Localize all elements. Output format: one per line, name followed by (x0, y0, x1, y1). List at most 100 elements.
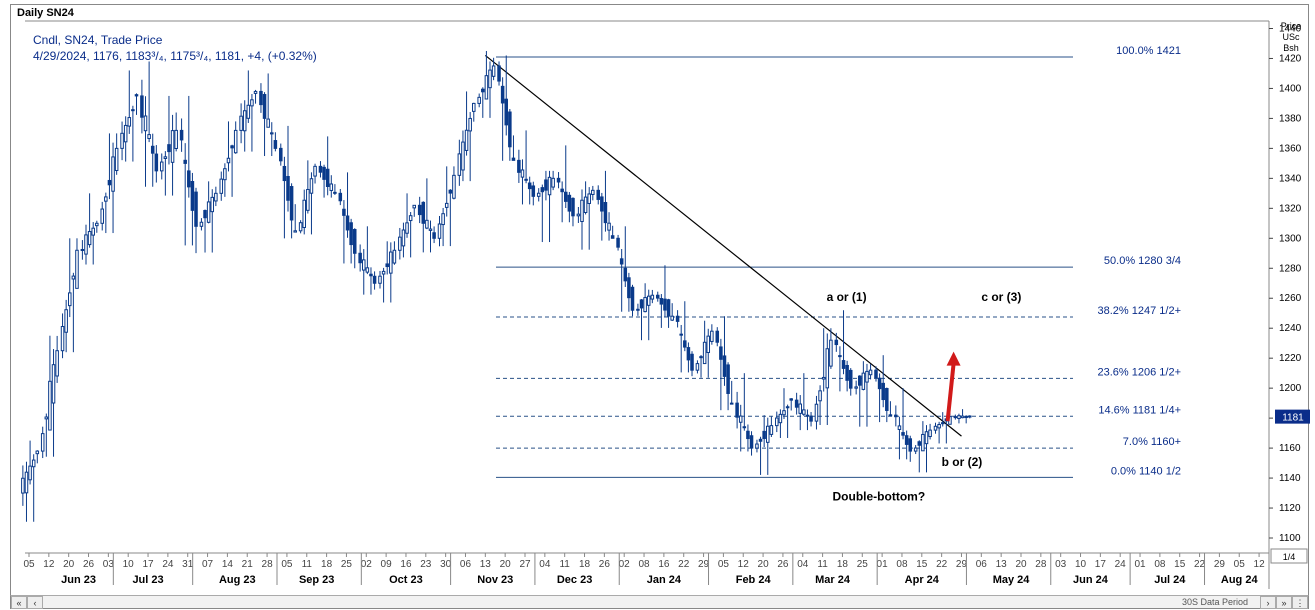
candle-body[interactable] (803, 410, 806, 414)
candle-body[interactable] (730, 403, 733, 404)
candle-body[interactable] (231, 146, 234, 148)
candle-body[interactable] (429, 229, 432, 230)
candle-body[interactable] (343, 209, 346, 215)
candle-body[interactable] (362, 260, 365, 270)
candle-body[interactable] (835, 340, 838, 344)
candle-body[interactable] (684, 341, 687, 347)
candle-body[interactable] (568, 195, 571, 211)
candle-body[interactable] (287, 177, 290, 201)
candle-body[interactable] (687, 348, 690, 360)
trend-line[interactable] (485, 55, 961, 436)
candle-body[interactable] (617, 238, 620, 247)
candle-body[interactable] (631, 287, 634, 310)
candle-body[interactable] (703, 342, 706, 363)
candle-body[interactable] (676, 316, 679, 321)
candle-body[interactable] (449, 190, 452, 193)
candle-body[interactable] (783, 411, 786, 415)
candle-body[interactable] (188, 171, 191, 187)
candle-body[interactable] (274, 141, 277, 149)
candle-body[interactable] (346, 216, 349, 230)
candle-body[interactable] (319, 166, 322, 172)
candle-body[interactable] (664, 299, 667, 310)
candle-body[interactable] (373, 276, 376, 283)
candle-body[interactable] (806, 415, 809, 416)
candle-body[interactable] (254, 91, 257, 93)
candle-body[interactable] (85, 235, 88, 254)
candle-body[interactable] (247, 105, 250, 118)
candle-body[interactable] (656, 295, 659, 298)
candle-body[interactable] (651, 295, 654, 299)
candle-body[interactable] (512, 158, 515, 160)
candle-body[interactable] (700, 357, 703, 358)
candle-body[interactable] (628, 278, 631, 298)
candle-body[interactable] (426, 220, 429, 228)
candle-body[interactable] (716, 331, 719, 342)
candle-body[interactable] (260, 91, 263, 104)
candle-body[interactable] (552, 178, 555, 187)
candle-body[interactable] (56, 351, 59, 376)
candle-body[interactable] (473, 103, 476, 111)
candle-body[interactable] (413, 205, 416, 208)
candle-body[interactable] (954, 417, 957, 418)
candle-body[interactable] (592, 190, 595, 194)
candle-body[interactable] (518, 160, 521, 172)
candle-body[interactable] (548, 177, 551, 194)
nav-forward-button[interactable]: › (1260, 596, 1276, 609)
candle-body[interactable] (207, 202, 210, 222)
candle-body[interactable] (925, 432, 928, 444)
candle-body[interactable] (453, 175, 456, 198)
candle-body[interactable] (303, 200, 306, 227)
candle-body[interactable] (243, 111, 246, 131)
candle-body[interactable] (875, 370, 878, 378)
candle-body[interactable] (842, 361, 845, 369)
candle-body[interactable] (465, 130, 468, 150)
candle-body[interactable] (478, 97, 481, 103)
candle-body[interactable] (750, 436, 753, 448)
candle-body[interactable] (739, 416, 742, 422)
candle-body[interactable] (168, 145, 171, 152)
candle-body[interactable] (200, 222, 203, 226)
candle-body[interactable] (640, 300, 643, 308)
candle-body[interactable] (561, 189, 564, 192)
candle-body[interactable] (330, 184, 333, 190)
candle-body[interactable] (601, 197, 604, 211)
candle-body[interactable] (458, 154, 461, 175)
candle-body[interactable] (61, 327, 64, 351)
candle-body[interactable] (72, 276, 75, 279)
nav-back-button[interactable]: ‹ (27, 596, 43, 609)
candle-body[interactable] (767, 426, 770, 442)
candle-body[interactable] (105, 197, 108, 201)
candle-body[interactable] (180, 130, 183, 140)
nav-fast-forward-button[interactable]: » (1276, 596, 1292, 609)
candle-body[interactable] (501, 86, 504, 103)
candle-body[interactable] (482, 89, 485, 92)
candle-body[interactable] (115, 148, 118, 170)
candle-body[interactable] (918, 442, 921, 446)
candle-body[interactable] (779, 414, 782, 422)
candle-body[interactable] (25, 472, 28, 493)
candle-body[interactable] (858, 376, 861, 385)
candle-body[interactable] (307, 189, 310, 210)
candle-body[interactable] (895, 415, 898, 417)
candle-body[interactable] (577, 214, 580, 216)
candle-body[interactable] (611, 236, 614, 239)
candle-body[interactable] (22, 478, 25, 493)
candle-body[interactable] (184, 160, 187, 163)
candle-body[interactable] (211, 197, 214, 211)
candle-body[interactable] (909, 439, 912, 451)
candle-body[interactable] (390, 252, 393, 273)
candle-body[interactable] (898, 426, 901, 430)
candle-body[interactable] (869, 370, 872, 375)
candle-body[interactable] (215, 193, 218, 201)
candle-body[interactable] (711, 331, 714, 341)
candle-body[interactable] (846, 365, 849, 380)
candle-body[interactable] (810, 416, 813, 421)
candle-body[interactable] (224, 169, 227, 180)
candle-body[interactable] (489, 70, 492, 88)
candle-body[interactable] (101, 209, 104, 223)
candle-body[interactable] (878, 378, 881, 388)
candle-body[interactable] (52, 365, 55, 403)
candle-body[interactable] (537, 193, 540, 196)
candle-body[interactable] (283, 166, 286, 180)
candle-body[interactable] (597, 190, 600, 199)
